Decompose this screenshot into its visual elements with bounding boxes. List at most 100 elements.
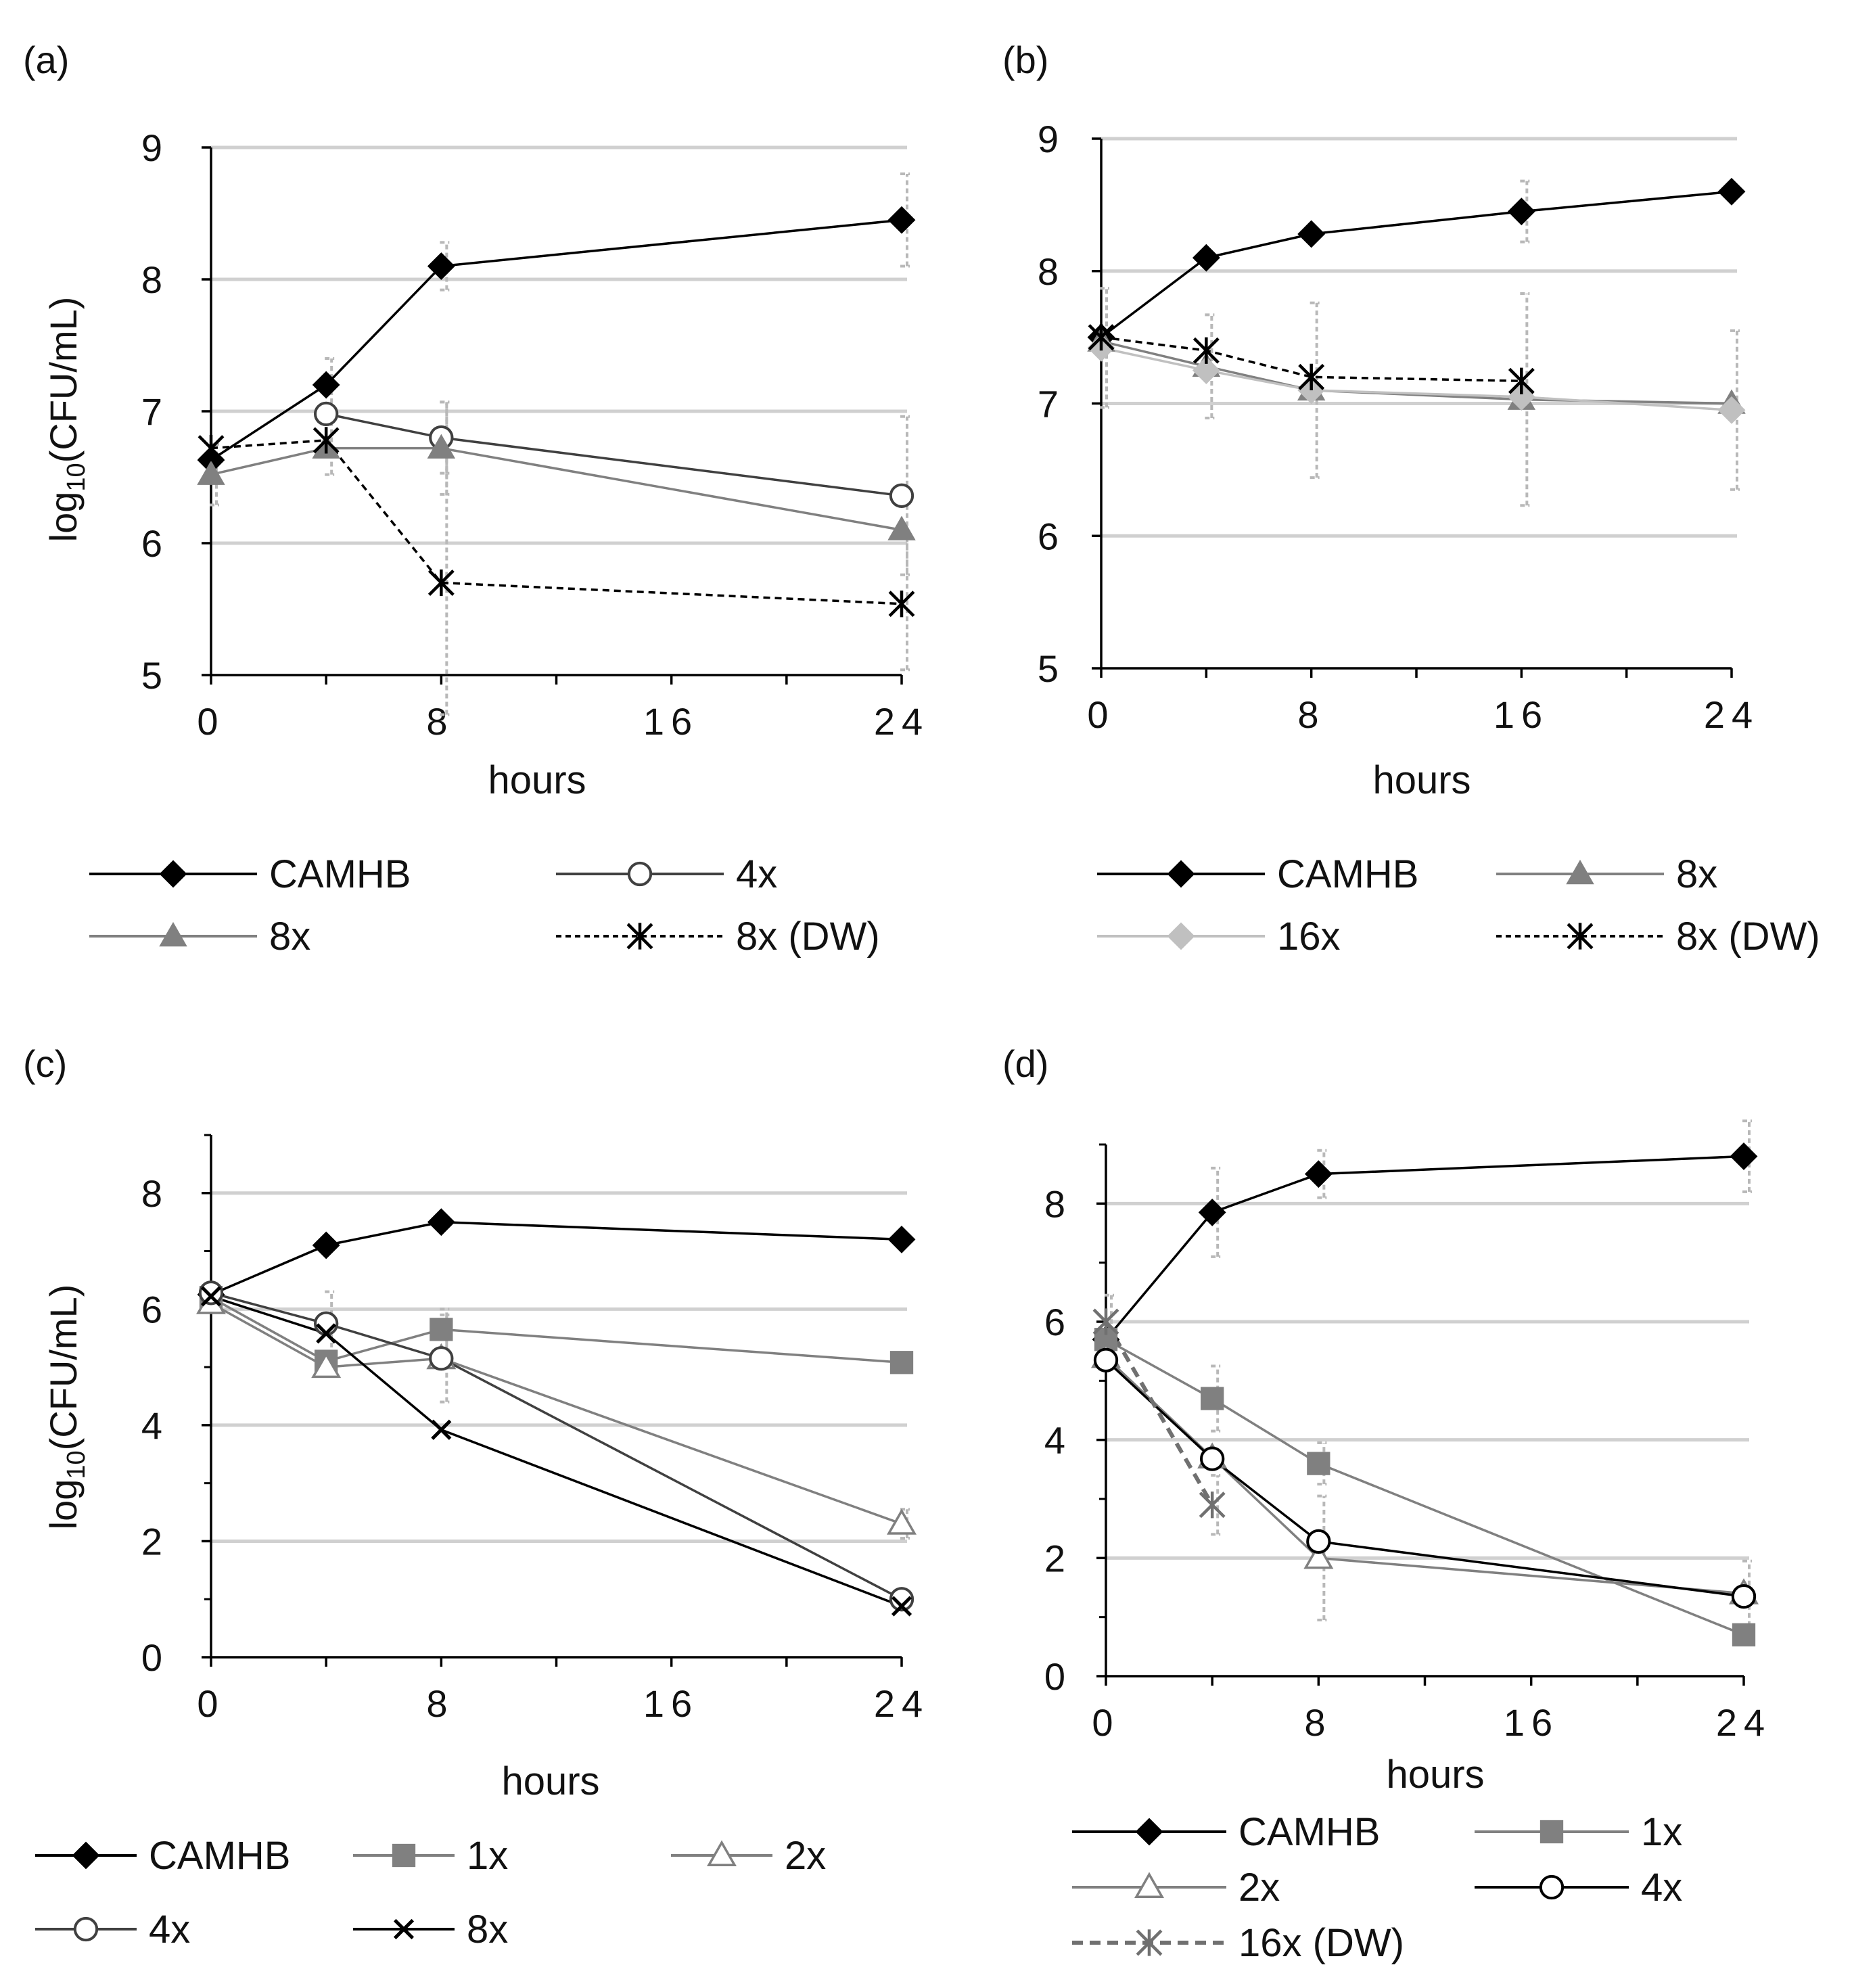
marker-16x	[1717, 396, 1746, 424]
error-bar-16x	[1310, 301, 1320, 480]
legend-label-4x: 4x	[736, 852, 777, 896]
error-bar-camhb	[900, 172, 910, 268]
legend-marker-camhb	[159, 860, 187, 888]
legend-marker-8x	[159, 921, 187, 947]
x-tick-label: 24	[1704, 693, 1759, 736]
marker-2x	[311, 1351, 342, 1379]
marker-camhb	[427, 1208, 455, 1236]
legend-label-4x: 4x	[1641, 1866, 1682, 1910]
y-tick-label: 5	[141, 654, 162, 697]
marker-16x	[1507, 383, 1535, 411]
panel-c-label: (c)	[23, 1042, 67, 1085]
series-line-camhb	[210, 218, 902, 461]
legend-marker-8x	[393, 1918, 415, 1940]
y-tick-label: 9	[1038, 118, 1059, 160]
legend-label-camhb: CAMHB	[1277, 852, 1418, 896]
panel-d-xlabel: hours	[1386, 1753, 1484, 1797]
legend-label-2x: 2x	[1238, 1866, 1280, 1910]
error-bar-camhb	[440, 241, 450, 292]
error-bar-16x-dw	[1211, 1474, 1221, 1536]
legend-marker-16x	[1167, 922, 1195, 950]
series-line-4x	[1105, 1359, 1744, 1598]
x-tick-label: 0	[1087, 693, 1115, 736]
legend-marker-8x-dw	[626, 923, 653, 950]
legend-label-1x: 1x	[467, 1834, 508, 1878]
panel-d-legend: CAMHB 1x 2x 4x 16x (DW)	[1072, 1810, 1682, 1965]
marker-8x	[891, 1596, 912, 1617]
marker-1x	[1307, 1452, 1330, 1475]
x-tick-label: 24	[874, 700, 929, 743]
marker-camhb	[312, 1231, 340, 1259]
marker-1x	[1732, 1623, 1756, 1647]
legend-marker-camhb	[72, 1841, 100, 1870]
error-bar-camhb	[1520, 179, 1530, 244]
legend-label-8x: 8x	[269, 915, 310, 958]
marker-1x	[1201, 1387, 1224, 1410]
series-line-1x	[1105, 1338, 1744, 1636]
y-tick-label: 4	[1044, 1419, 1065, 1462]
y-tick-label: 6	[1044, 1301, 1065, 1343]
series-line-4x	[210, 1291, 902, 1600]
marker-8x	[200, 1286, 222, 1307]
x-tick-label: 16	[1504, 1701, 1559, 1744]
marker-8x	[887, 515, 916, 540]
marker-8x-dw	[312, 427, 340, 454]
y-tick-label: 7	[141, 390, 162, 433]
panel-a-label: (a)	[23, 39, 69, 81]
y-tick-label: 0	[141, 1636, 162, 1679]
x-tick-label: 8	[426, 700, 454, 743]
marker-8x	[427, 434, 456, 459]
marker-8x	[197, 460, 225, 485]
y-tick-label: 2	[1044, 1537, 1065, 1579]
y-tick-label: 9	[141, 126, 162, 169]
series-line-camhb	[1100, 190, 1732, 339]
marker-camhb	[1507, 198, 1535, 226]
panel-b-legend: CAMHB 8x 16x 8x (DW)	[1097, 852, 1820, 958]
y-tick-label: 2	[141, 1520, 162, 1563]
marker-4x	[1731, 1584, 1757, 1609]
marker-camhb	[1717, 177, 1746, 206]
x-tick-label: 0	[1092, 1701, 1119, 1744]
y-tick-label: 0	[1044, 1655, 1065, 1698]
legend-marker-16x-dw	[1136, 1929, 1163, 1956]
marker-camhb	[1730, 1142, 1758, 1170]
error-bar-4x	[900, 415, 910, 576]
error-bar-16x	[1730, 329, 1740, 491]
marker-2x	[886, 1508, 917, 1535]
panel-a-ylabel: log10(CFU/mL)	[42, 297, 91, 542]
series-line-camhb	[210, 1220, 902, 1296]
series-line-4x	[325, 413, 902, 497]
marker-4x	[314, 401, 339, 427]
error-bar-2x	[1317, 1494, 1327, 1622]
marker-4x	[1093, 1347, 1119, 1372]
legend-label-camhb: CAMHB	[149, 1834, 290, 1878]
legend-label-camhb: CAMHB	[1238, 1810, 1380, 1854]
legend-marker-camhb	[1135, 1818, 1163, 1846]
x-tick-label: 8	[426, 1682, 454, 1725]
series-line-8x	[210, 1295, 902, 1608]
y-tick-label: 6	[141, 1288, 162, 1331]
y-tick-label: 8	[1038, 250, 1059, 293]
legend-marker-4x	[73, 1916, 99, 1942]
series-line-camhb	[1105, 1155, 1744, 1341]
y-tick-label: 7	[1038, 383, 1059, 425]
marker-4x	[1200, 1446, 1225, 1471]
marker-camhb	[1297, 220, 1326, 248]
marker-4x	[889, 483, 915, 508]
legend-label-8x: 8x	[467, 1908, 508, 1951]
marker-8x-dw	[427, 569, 455, 597]
series-line-8x-dw	[210, 439, 902, 605]
marker-16x-dw	[1092, 1308, 1119, 1335]
panel-a-legend: CAMHB 4x 8x 8x (DW)	[89, 852, 880, 958]
y-tick-label: 6	[1038, 515, 1059, 557]
series-line-1x	[210, 1296, 902, 1364]
marker-camhb	[887, 206, 916, 234]
legend-label-16x: 16x	[1277, 915, 1341, 958]
marker-4x	[889, 1587, 915, 1612]
error-bar-camhb	[1317, 1149, 1327, 1199]
x-tick-label: 16	[1494, 693, 1549, 736]
legend-label-8x: 8x	[1676, 852, 1717, 896]
x-tick-label: 0	[197, 700, 225, 743]
